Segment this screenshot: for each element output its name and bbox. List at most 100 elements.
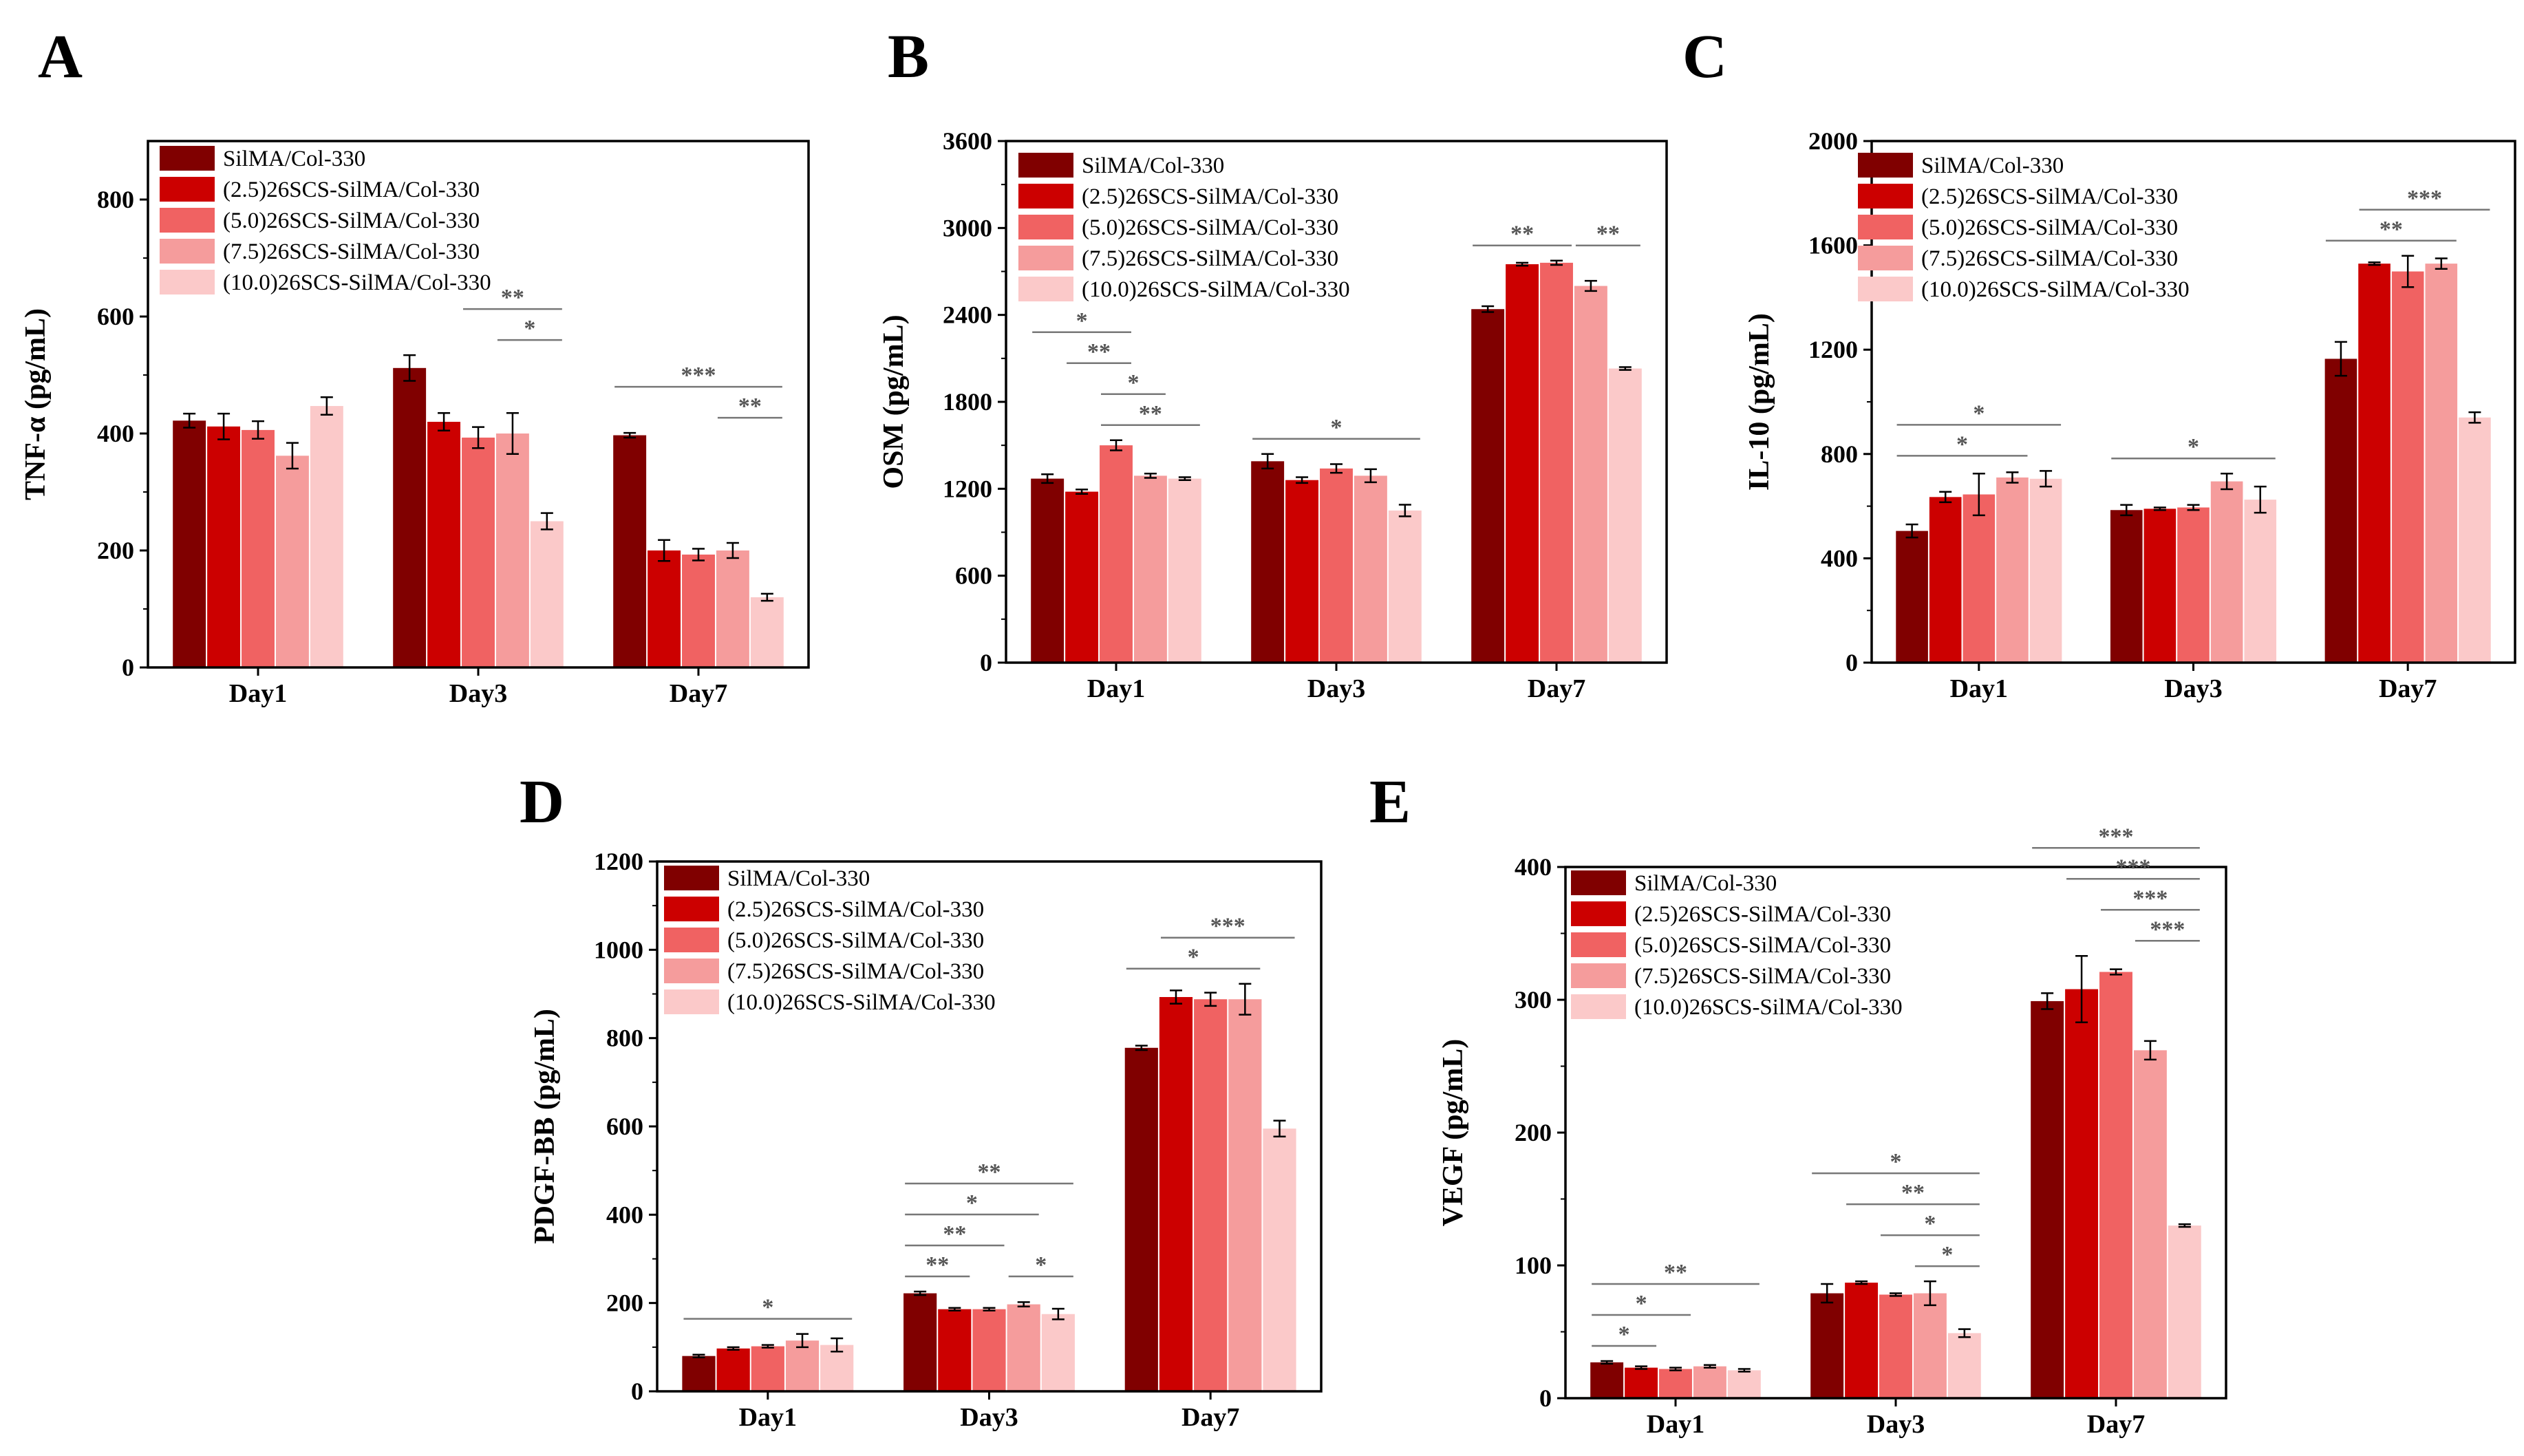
y-tick-label: 400 [1515,853,1552,881]
bar-c-g1-s3 [2210,481,2243,663]
bar-c-g1-s4 [2244,500,2277,663]
legend-label: SilMA/Col-330 [1634,871,1777,896]
legend-swatch [1018,215,1073,239]
bar-e-g1-s3 [1913,1293,1947,1398]
bar-d-g0-s3 [785,1340,820,1391]
bar-e-g0-s4 [1727,1370,1761,1398]
legend-label: (10.0)26SCS-SilMA/Col-330 [223,270,491,295]
y-tick-label: 800 [97,186,134,213]
legend-swatch [664,959,719,983]
bar-c-g2-s3 [2425,264,2458,663]
y-tick-label: 1800 [943,388,992,416]
bar-e-g0-s3 [1693,1366,1726,1398]
legend-label: (7.5)26SCS-SilMA/Col-330 [1634,964,1891,989]
bar-c-g1-s0 [2110,510,2143,663]
legend: SilMA/Col-330 (2.5)26SCS-SilMA/Col-330 (5.… [1018,153,1350,302]
bar-e-g2-s0 [2031,1000,2064,1398]
bar-b-g1-s1 [1285,480,1319,663]
plot-frame [147,140,810,669]
legend-swatch [1018,246,1073,270]
plot-frame [1870,140,2516,664]
bar-d-g0-s2 [751,1346,784,1391]
y-axis-label: OSM (pg/mL) [878,314,910,489]
bar-b-g0-s2 [1100,445,1133,663]
bar-b-g0-s0 [1031,478,1065,663]
legend-label: (2.5)26SCS-SilMA/Col-330 [1634,902,1891,927]
y-tick-label: 0 [1539,1384,1552,1412]
legend-swatch [160,270,215,295]
legend-label: (7.5)26SCS-SilMA/Col-330 [727,959,984,984]
significance-label: ** [978,1159,1001,1185]
bar-d-g1-s3 [1007,1304,1040,1391]
significance-label: ** [1901,1180,1925,1206]
legend-swatch [1858,153,1913,178]
significance-label: *** [2150,917,2185,942]
bar-d-g1-s2 [972,1309,1006,1391]
significance-label: ** [1510,222,1534,247]
bar-b-g1-s4 [1388,510,1422,663]
y-tick-label: 300 [1515,986,1552,1014]
significance-label: * [762,1295,773,1320]
y-tick-label: 2000 [1808,127,1858,155]
significance-label: *** [1210,914,1245,939]
y-tick-label: 600 [955,562,992,590]
x-tick-label: Day1 [1087,674,1145,703]
bar-a-g1-s3 [495,433,529,667]
legend-label: SilMA/Col-330 [223,147,365,171]
bar-e-g1-s0 [1810,1293,1844,1398]
bar-b-g1-s3 [1354,475,1387,663]
significance-label: *** [2099,824,2134,849]
legend-label: (7.5)26SCS-SilMA/Col-330 [223,239,480,264]
significance-label: * [1924,1211,1936,1236]
legend-swatch [1571,932,1626,957]
bar-b-g2-s1 [1506,264,1539,663]
chart-panel-a: A TNF-α (pg/mL) 0 200 400 600 800 Day1 Day3 Day7 *… [20,23,810,708]
legend-label: (10.0)26SCS-SilMA/Col-330 [1921,277,2190,302]
significance-label: ** [2379,217,2403,242]
significance-label: * [1076,308,1088,334]
bar-c-g2-s0 [2324,358,2357,663]
bar-d-g2-s2 [1194,999,1228,1391]
legend-label: (7.5)26SCS-SilMA/Col-330 [1082,246,1338,271]
legend-swatch [1571,870,1626,895]
bar-c-g0-s2 [1962,494,1996,663]
legend-swatch [1018,153,1073,178]
x-tick-label: Day7 [1528,674,1585,703]
bar-a-g0-s1 [207,426,241,667]
x-tick-label: Day3 [960,1403,1018,1432]
y-tick-label: 3000 [943,214,992,242]
bar-a-g2-s2 [682,554,715,667]
significance-label: ** [1664,1260,1687,1285]
significance-label: *** [681,363,716,388]
bar-c-g0-s1 [1929,497,1962,663]
bar-d-g1-s4 [1041,1314,1075,1391]
bar-a-g2-s0 [613,435,647,667]
y-tick-label: 200 [1515,1119,1552,1146]
bar-d-g1-s0 [903,1293,937,1391]
y-axis-label: IL-10 (pg/mL) [1744,313,1775,491]
significance-label: ** [1087,339,1111,365]
y-axis-label: TNF-α (pg/mL) [20,308,52,500]
bar-d-g2-s0 [1124,1047,1158,1391]
legend: SilMA/Col-330 (2.5)26SCS-SilMA/Col-330 (5.… [160,146,491,295]
y-tick-label: 1200 [1808,336,1858,363]
legend-swatch [1858,184,1913,208]
plot-frame [656,860,1323,1393]
y-tick-label: 1200 [594,848,643,875]
legend-swatch [160,177,215,202]
y-tick-label: 600 [97,303,134,330]
bar-e-g2-s3 [2133,1050,2167,1398]
legend-swatch [1018,277,1073,301]
y-tick-label: 100 [1515,1252,1552,1279]
legend-label: (2.5)26SCS-SilMA/Col-330 [727,897,984,922]
x-tick-label: Day1 [1950,674,2008,703]
panel-letter: E [1369,768,1411,836]
bar-b-g0-s1 [1065,491,1099,663]
y-tick-label: 200 [606,1289,643,1317]
bar-c-g1-s2 [2177,507,2210,663]
significance-label: * [1636,1291,1647,1316]
legend-swatch [1571,963,1626,988]
y-tick-label: 600 [606,1113,643,1140]
